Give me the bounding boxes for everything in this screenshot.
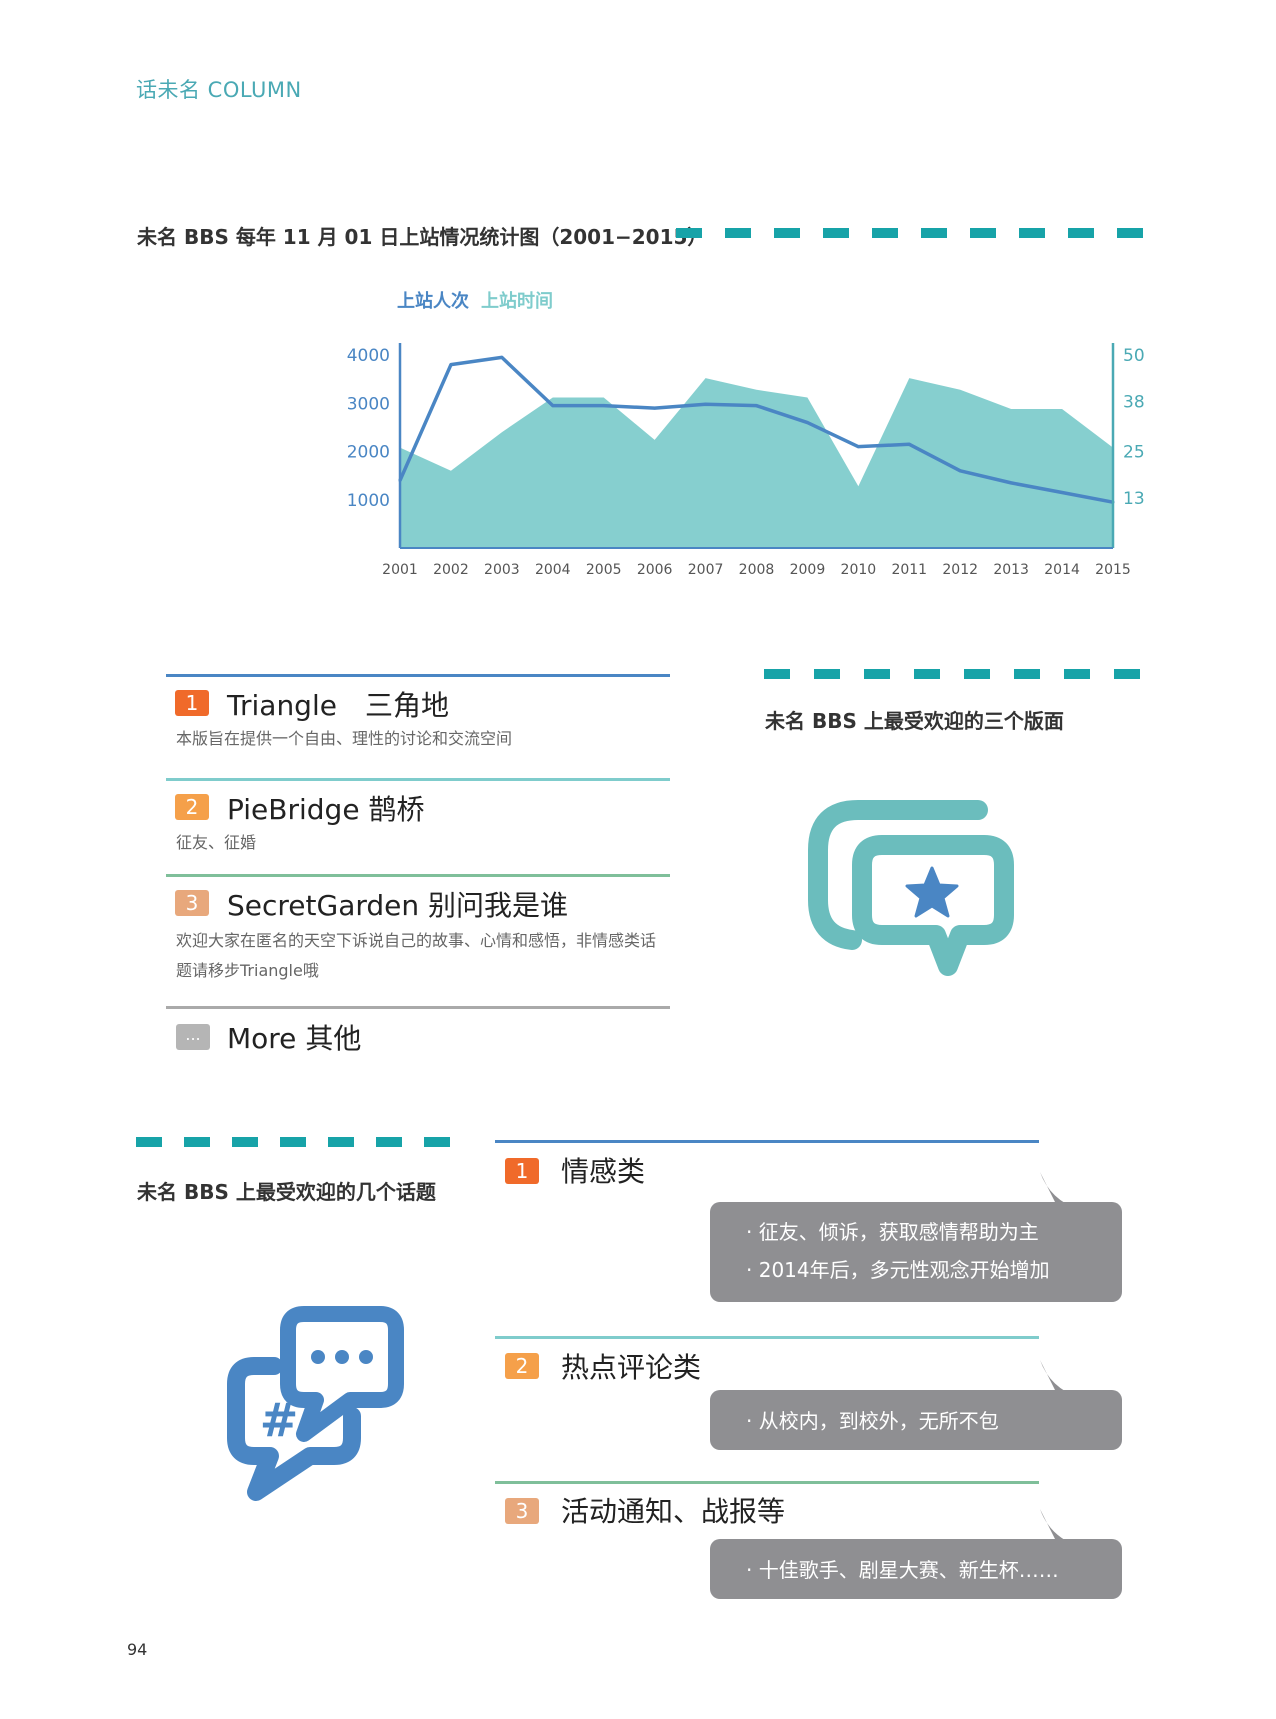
board-item-secretgarden[interactable]: 3 SecretGarden 别问我是谁 欢迎大家在匿名的天空下诉说自己的故事、…: [166, 874, 670, 1004]
topic-divider: [495, 1481, 1039, 1484]
star-chat-icon: [808, 800, 1014, 976]
board-number-badge: 3: [175, 890, 209, 916]
topic-point: · 十佳歌手、剧星大赛、新生杯……: [746, 1558, 1059, 1582]
x-tick-label: 2014: [1044, 562, 1080, 578]
x-tick-label: 2009: [790, 562, 826, 578]
x-tick-label: 2011: [891, 562, 927, 578]
topic-bubble-emotion: · 征友、倾诉，获取感情帮助为主 · 2014年后，多元性观念开始增加: [710, 1202, 1122, 1302]
y-left-tick-label: 3000: [347, 394, 390, 414]
topic-bubble-hot-comments: · 从校内，到校外，无所不包: [710, 1390, 1122, 1450]
y-left-tick-label: 1000: [347, 491, 390, 511]
visits-point: [653, 406, 657, 410]
chart-legend: 上站人次 上站时间: [397, 287, 565, 313]
visits-point: [805, 421, 809, 425]
board-divider: [166, 874, 670, 877]
board-number-badge: 1: [175, 690, 209, 716]
topic-number-badge: 1: [505, 1158, 539, 1184]
topic-point: · 征友、倾诉，获取感情帮助为主: [746, 1220, 1039, 1244]
visits-point: [1009, 481, 1013, 485]
topic-bubble-activities: · 十佳歌手、剧星大赛、新生杯……: [710, 1539, 1122, 1599]
board-description: 欢迎大家在匿名的天空下诉说自己的故事、心情和感悟，非情感类话题请移步Triang…: [176, 931, 657, 980]
x-tick-label: 2001: [382, 562, 418, 578]
boards-title: 未名 BBS 上最受欢迎的三个版面: [765, 709, 1064, 733]
visits-point: [551, 404, 555, 408]
chart-title-dashes: [676, 228, 1143, 238]
y-right-tick-label: 13: [1123, 489, 1145, 509]
topics-title: 未名 BBS 上最受欢迎的几个话题: [137, 1180, 436, 1204]
visits-chart: 4000 3000 2000 1000 50 38 25 13 2001 2002 2003 2004…: [347, 343, 1145, 578]
y-right-tick-label: 38: [1123, 392, 1145, 412]
topic-name-hot-comments[interactable]: 热点评论类: [561, 1351, 702, 1384]
more-badge: ...: [176, 1024, 210, 1050]
topic-number-badge: 2: [505, 1353, 539, 1379]
visits-point: [449, 363, 453, 367]
x-tick-label: 2004: [535, 562, 571, 578]
boards-title-dashes: [764, 669, 1140, 679]
topic-divider: [495, 1336, 1039, 1339]
board-divider: [166, 1006, 670, 1009]
board-name: More 其他: [227, 1022, 362, 1055]
visits-point: [500, 355, 504, 359]
x-tick-label: 2008: [739, 562, 775, 578]
x-tick-label: 2003: [484, 562, 520, 578]
board-name: Triangle 三角地: [227, 689, 449, 722]
topic-divider: [495, 1140, 1039, 1143]
page-number: 94: [127, 1640, 148, 1659]
board-item-piebridge[interactable]: 2 PieBridge 鹊桥 征友、征婚: [166, 778, 670, 868]
visits-point: [755, 404, 758, 408]
board-item-more[interactable]: ... More 其他: [166, 1006, 670, 1066]
x-tick-label: 2007: [688, 562, 724, 578]
y-left-tick-label: 2000: [347, 443, 390, 463]
visits-point: [602, 404, 606, 408]
x-tick-label: 2006: [637, 562, 673, 578]
legend-time: 上站时间: [481, 291, 553, 312]
topic-name-emotion[interactable]: 情感类: [561, 1155, 646, 1188]
board-divider: [166, 778, 670, 781]
board-name: PieBridge 鹊桥: [227, 793, 425, 826]
hashtag-chat-icon: #: [227, 1306, 404, 1501]
x-tick-label: 2002: [433, 562, 469, 578]
topic-point: · 2014年后，多元性观念开始增加: [746, 1258, 1050, 1282]
column-header: 话未名 COLUMN: [136, 78, 302, 102]
board-description: 本版旨在提供一个自由、理性的讨论和交流空间: [176, 729, 513, 748]
x-tick-label: 2005: [586, 562, 622, 578]
visits-point: [704, 402, 708, 406]
series-time-area: [400, 378, 1113, 548]
topic-number-badge: 3: [505, 1498, 539, 1524]
visits-point: [856, 445, 860, 449]
x-tick-label: 2013: [993, 562, 1029, 578]
board-divider: [166, 674, 670, 677]
y-right-tick-label: 50: [1123, 346, 1145, 366]
x-tick-label: 2012: [942, 562, 978, 578]
visits-point: [907, 442, 911, 446]
chart-title: 未名 BBS 每年 11 月 01 日上站情况统计图（2001−2015）: [137, 225, 708, 249]
topics-title-dashes: [136, 1137, 450, 1147]
legend-visits: 上站人次: [397, 291, 469, 312]
y-left-tick-label: 4000: [347, 346, 390, 366]
visits-point: [1060, 491, 1064, 495]
board-item-triangle[interactable]: 1 Triangle 三角地 本版旨在提供一个自由、理性的讨论和交流空间: [166, 674, 670, 774]
x-tick-label: 2015: [1095, 562, 1131, 578]
y-right-tick-label: 25: [1123, 443, 1145, 463]
x-tick-label: 2010: [841, 562, 877, 578]
board-number-badge: 2: [175, 794, 209, 820]
board-name: SecretGarden 别问我是谁: [227, 889, 569, 922]
visits-point: [958, 469, 962, 473]
board-description: 征友、征婚: [176, 833, 257, 852]
topic-name-activities[interactable]: 活动通知、战报等: [561, 1495, 786, 1528]
topic-point: · 从校内，到校外，无所不包: [746, 1409, 999, 1433]
